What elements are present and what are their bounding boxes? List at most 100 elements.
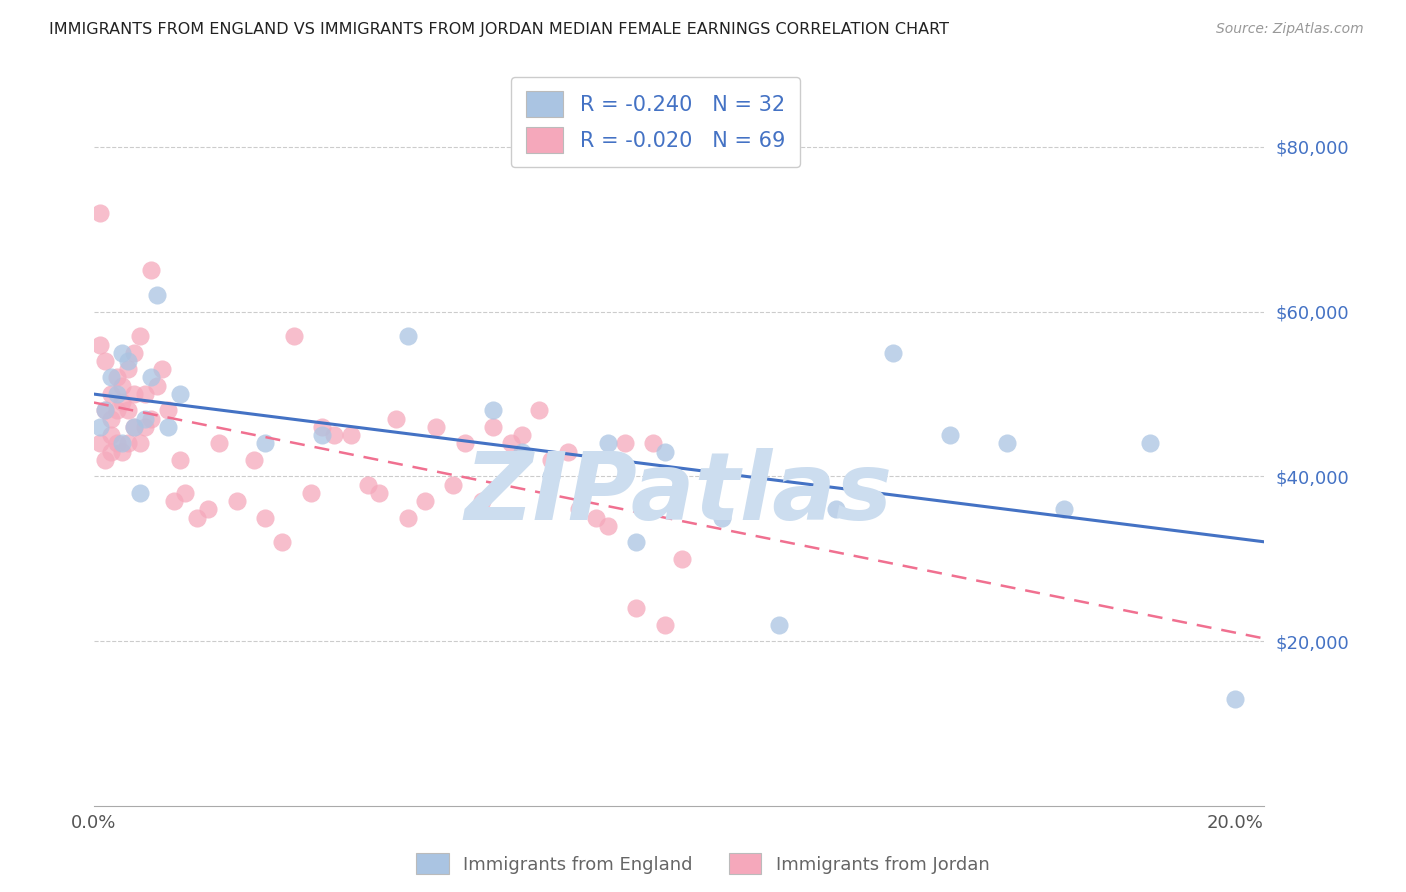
Text: IMMIGRANTS FROM ENGLAND VS IMMIGRANTS FROM JORDAN MEDIAN FEMALE EARNINGS CORRELA: IMMIGRANTS FROM ENGLAND VS IMMIGRANTS FR… xyxy=(49,22,949,37)
Point xyxy=(311,428,333,442)
Point xyxy=(105,403,128,417)
Point xyxy=(186,510,208,524)
Point xyxy=(624,535,647,549)
Point xyxy=(139,263,162,277)
Legend: R = -0.240   N = 32, R = -0.020   N = 69: R = -0.240 N = 32, R = -0.020 N = 69 xyxy=(512,77,800,167)
Point xyxy=(311,420,333,434)
Point xyxy=(122,420,145,434)
Point xyxy=(471,494,494,508)
Point xyxy=(89,205,111,219)
Point xyxy=(174,486,197,500)
Point xyxy=(624,601,647,615)
Point xyxy=(671,551,693,566)
Point xyxy=(443,477,465,491)
Point xyxy=(111,395,134,409)
Point xyxy=(540,453,562,467)
Point xyxy=(157,403,180,417)
Point xyxy=(482,420,505,434)
Point xyxy=(111,436,134,450)
Point xyxy=(117,403,139,417)
Legend: Immigrants from England, Immigrants from Jordan: Immigrants from England, Immigrants from… xyxy=(408,844,998,883)
Point xyxy=(111,345,134,359)
Point xyxy=(89,436,111,450)
Point xyxy=(94,354,117,368)
Point xyxy=(396,329,419,343)
Point xyxy=(94,403,117,417)
Point xyxy=(939,428,962,442)
Point xyxy=(396,510,419,524)
Point xyxy=(157,420,180,434)
Point xyxy=(510,428,533,442)
Point xyxy=(1053,502,1076,516)
Point xyxy=(122,345,145,359)
Point xyxy=(152,362,174,376)
Point xyxy=(357,477,380,491)
Point xyxy=(482,403,505,417)
Point xyxy=(111,378,134,392)
Point xyxy=(283,329,305,343)
Point xyxy=(585,510,607,524)
Point xyxy=(254,436,277,450)
Point xyxy=(1225,692,1247,706)
Point xyxy=(169,453,191,467)
Point xyxy=(128,329,150,343)
Point xyxy=(254,510,277,524)
Point xyxy=(995,436,1018,450)
Point xyxy=(510,444,533,458)
Point xyxy=(882,345,904,359)
Point xyxy=(134,420,156,434)
Point xyxy=(643,436,665,450)
Point xyxy=(94,453,117,467)
Point xyxy=(163,494,186,508)
Point xyxy=(208,436,231,450)
Point xyxy=(94,403,117,417)
Point xyxy=(825,502,848,516)
Point xyxy=(557,444,579,458)
Point xyxy=(111,444,134,458)
Point xyxy=(139,370,162,384)
Point xyxy=(499,436,522,450)
Point xyxy=(169,387,191,401)
Point xyxy=(454,436,477,450)
Point xyxy=(339,428,361,442)
Point xyxy=(271,535,294,549)
Point xyxy=(134,387,156,401)
Point xyxy=(299,486,322,500)
Point xyxy=(89,420,111,434)
Point xyxy=(100,370,122,384)
Point xyxy=(117,436,139,450)
Point xyxy=(540,469,562,483)
Point xyxy=(105,387,128,401)
Point xyxy=(242,453,264,467)
Point xyxy=(413,494,436,508)
Point xyxy=(613,436,636,450)
Point xyxy=(89,337,111,351)
Point xyxy=(710,510,733,524)
Point xyxy=(145,378,167,392)
Point xyxy=(134,411,156,425)
Point xyxy=(117,354,139,368)
Point xyxy=(100,411,122,425)
Point xyxy=(117,362,139,376)
Text: Source: ZipAtlas.com: Source: ZipAtlas.com xyxy=(1216,22,1364,37)
Point xyxy=(128,436,150,450)
Point xyxy=(1139,436,1161,450)
Point xyxy=(654,444,676,458)
Point xyxy=(105,370,128,384)
Point xyxy=(100,387,122,401)
Point xyxy=(197,502,219,516)
Point xyxy=(122,387,145,401)
Point xyxy=(139,411,162,425)
Point xyxy=(596,519,619,533)
Point xyxy=(128,486,150,500)
Point xyxy=(145,288,167,302)
Point xyxy=(596,436,619,450)
Point xyxy=(654,617,676,632)
Point xyxy=(425,420,447,434)
Point xyxy=(122,420,145,434)
Point xyxy=(225,494,247,508)
Point xyxy=(322,428,344,442)
Point xyxy=(385,411,408,425)
Text: ZIPatlas: ZIPatlas xyxy=(465,448,893,541)
Point xyxy=(100,428,122,442)
